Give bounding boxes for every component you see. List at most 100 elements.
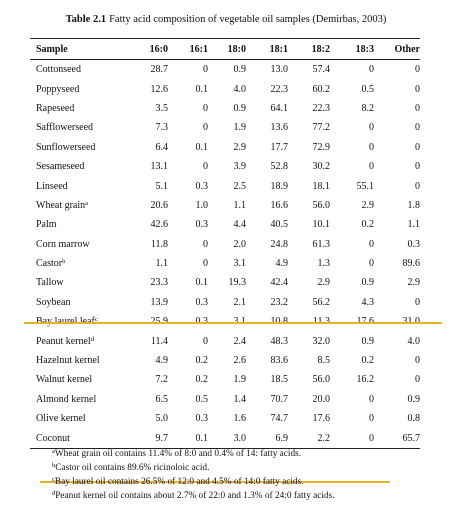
header-18-1: 18:1	[246, 38, 288, 60]
value-cell: 0.3	[195, 413, 209, 425]
header-16-0: 16:0	[132, 38, 168, 60]
value-cell: 20.6	[150, 199, 169, 211]
value-cell: 56.0	[312, 199, 331, 211]
value-cell: 20.0	[312, 393, 331, 405]
value-cell: 4.0	[407, 335, 421, 347]
sample-name: Peanut kernel	[36, 335, 91, 347]
header-18-3: 18:3	[330, 38, 374, 60]
sample-name: Olive kernel	[36, 413, 86, 425]
value-cell: 1.1	[155, 258, 169, 270]
value-cell: 2.9	[407, 277, 421, 289]
value-cell: 5.1	[155, 180, 169, 192]
sample-name-cell: Coconut	[30, 428, 132, 449]
value-cell: 10.8	[246, 312, 289, 331]
value-cell: 7.2	[155, 374, 169, 386]
value-cell: 0	[369, 64, 374, 76]
sample-name-cell: Walnut kernel	[30, 370, 132, 389]
table-row: Wheat graina 20.6 1.0 1.1 16.6 56.0 2.9 1.8	[30, 196, 420, 215]
value-cell: 1.6	[233, 413, 247, 425]
table-row: Almond kernel 6.5 0.5 1.4 70.7 20.0 0 0.9	[30, 390, 420, 409]
value-cell: 4.3	[361, 296, 375, 308]
value-cell: 13.9	[150, 296, 169, 308]
sample-name-cell: Soybean	[30, 293, 132, 312]
value-cell: 0.5	[195, 393, 209, 405]
value-cell: 0.8	[407, 413, 421, 425]
sample-name: Corn marrow	[36, 238, 90, 250]
sample-name: Soybean	[36, 296, 71, 308]
value-cell: 89.6	[402, 258, 421, 270]
value-cell: 2.5	[233, 180, 247, 192]
sample-name: Safflowerseed	[36, 122, 94, 134]
value-cell: 16.6	[270, 199, 289, 211]
sample-name: Tallow	[36, 277, 64, 289]
value-cell: 17.6	[330, 312, 375, 331]
value-cell: 2.2	[288, 428, 330, 449]
value-cell: 48.3	[270, 335, 289, 347]
value-cell: 1.8	[407, 199, 421, 211]
table-body: Cottonseed 28.7 0 0.9 13.0 57.4 0 0 Poppyseed 12.…	[30, 60, 420, 449]
value-cell: 72.9	[312, 141, 331, 153]
value-cell: 4.9	[275, 258, 289, 270]
value-cell: 22.3	[270, 83, 289, 95]
value-cell: 11.8	[150, 238, 168, 250]
value-cell: 83.6	[270, 355, 289, 367]
value-cell: 3.1	[233, 258, 247, 270]
footnote-marker: d	[52, 490, 56, 497]
sample-name-cell: Castorb	[30, 254, 132, 273]
header-18-2: 18:2	[288, 38, 330, 60]
footnote-marker: a	[52, 448, 55, 455]
sample-name: Palm	[36, 219, 57, 231]
sample-name-cell: Peanut kerneld	[30, 331, 132, 350]
value-cell: 56.0	[312, 374, 331, 386]
value-cell: 3.0	[208, 428, 246, 449]
footnote-text: Castor oil contains 89.6% ricinoloic aci…	[55, 463, 210, 473]
value-cell: 52.8	[270, 161, 289, 173]
value-cell: 6.9	[246, 428, 288, 449]
value-cell: 2.4	[233, 335, 247, 347]
table-caption: Table 2.1 Fatty acid composition of veget…	[0, 14, 452, 25]
value-cell: 0.1	[195, 83, 209, 95]
value-cell: 4.0	[233, 83, 247, 95]
footnote-text: Wheat grain oil contains 11.4% of 8:0 an…	[54, 449, 302, 459]
value-cell: 0	[369, 122, 374, 134]
value-cell: 74.7	[270, 413, 289, 425]
value-cell: 0	[330, 428, 374, 449]
value-cell: 17.7	[270, 141, 289, 153]
value-cell: 77.2	[312, 122, 331, 134]
footnote-marker: b	[52, 462, 56, 469]
value-cell: 6.5	[155, 393, 169, 405]
value-cell: 56.2	[312, 296, 331, 308]
value-cell: 12.6	[150, 83, 169, 95]
table-caption-label: Table 2.1	[65, 14, 107, 25]
sample-name: Cottonseed	[36, 64, 81, 76]
value-cell: 40.5	[270, 219, 289, 231]
value-cell: 10.1	[312, 219, 331, 231]
value-cell: 57.4	[312, 64, 331, 76]
table-row: Castorb 1.1 0 3.1 4.9 1.3 0 89.6	[30, 254, 420, 273]
value-cell: 0.9	[233, 102, 247, 114]
footnote-text: Bay laurel oil contains 26.5% of 12:0 an…	[54, 477, 304, 487]
value-cell: 42.6	[150, 219, 169, 231]
value-cell: 1.9	[233, 374, 247, 386]
sample-name: Rapeseed	[36, 102, 75, 114]
value-cell: 31.0	[374, 312, 421, 331]
value-cell: 30.2	[312, 161, 331, 173]
value-cell: 8.2	[361, 102, 375, 114]
value-cell: 64.1	[270, 102, 289, 114]
footnote-marker: b	[62, 258, 66, 266]
value-cell: 6.4	[155, 141, 169, 153]
value-cell: 0	[203, 258, 208, 270]
table-footnotes: aWheat grain oil contains 11.4% of 8:0 a…	[52, 446, 442, 502]
sample-name: Coconut	[36, 432, 70, 444]
value-cell: 0	[203, 102, 208, 114]
footnote-marker: d	[90, 335, 94, 343]
header-other: Other	[374, 38, 420, 60]
header-18-0: 18:0	[208, 38, 246, 60]
value-cell: 0.3	[195, 296, 209, 308]
value-cell: 0.1	[195, 141, 209, 153]
header-sample: Sample	[30, 38, 132, 60]
value-cell: 0.9	[407, 393, 421, 405]
value-cell: 1.0	[195, 199, 209, 211]
table-row: Corn marrow 11.8 0 2.0 24.8 61.3 0 0.3	[30, 235, 420, 254]
sample-name-cell: Wheat graina	[30, 196, 132, 215]
